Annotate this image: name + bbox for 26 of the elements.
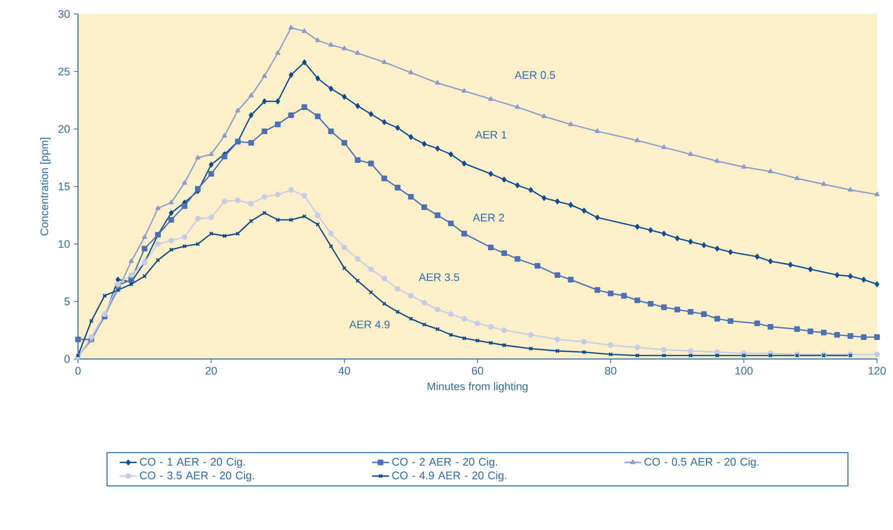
- y-tick-label: 30: [58, 10, 70, 18]
- x-tick-label: 40: [338, 366, 350, 375]
- annotation: AER 3.5: [418, 273, 460, 282]
- legend-label: CO - 2 AER - 20 Cig.: [392, 458, 497, 468]
- annotation: AER 0.5: [514, 71, 556, 79]
- annotation: AER 1: [475, 130, 506, 139]
- legend-label: CO - 4.9 AER - 20 Cig.: [392, 471, 506, 482]
- legend-label: CO - 1 AER - 20 Cig.: [140, 458, 245, 468]
- x-tick-label: 0: [75, 366, 81, 375]
- x-tick-label: 60: [472, 366, 484, 375]
- y-tick-label: 10: [58, 240, 70, 248]
- y-tick-label: 15: [58, 182, 70, 190]
- y-tick-label: 20: [58, 125, 70, 133]
- x-tick-label: 120: [868, 366, 886, 375]
- x-tick-label: 100: [736, 366, 753, 375]
- x-axis-title: Minutes from lighting: [428, 382, 528, 392]
- legend-label: CO - 3.5 AER - 20 Cig.: [140, 471, 254, 482]
- y-tick-label: 0: [64, 355, 70, 363]
- x-tick-label: 20: [206, 366, 217, 375]
- x-tick-label: 80: [605, 366, 616, 375]
- annotation: AER 4.9: [349, 320, 390, 328]
- y-axis-title: Concentration [ppm]: [40, 138, 50, 236]
- y-tick-label: 5: [64, 298, 70, 306]
- y-tick-label: 25: [58, 68, 70, 76]
- annotation: AER 2: [472, 214, 504, 222]
- legend-label: CO - 0.5 AER - 20 Cig.: [644, 458, 758, 468]
